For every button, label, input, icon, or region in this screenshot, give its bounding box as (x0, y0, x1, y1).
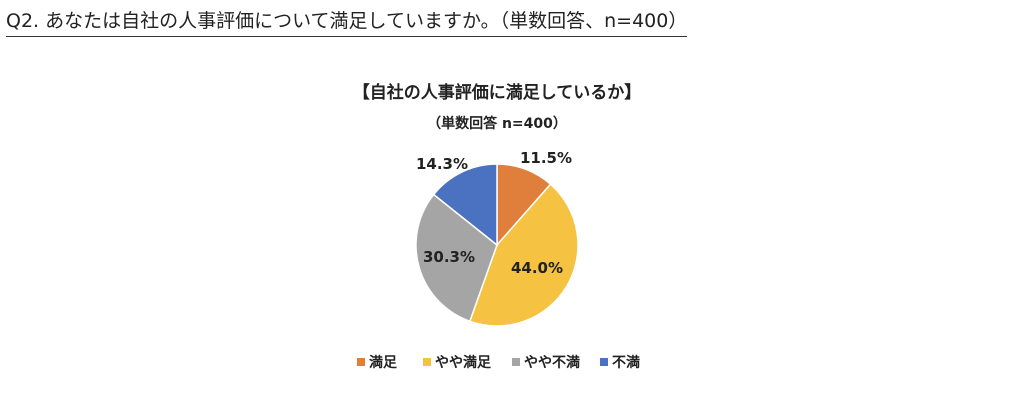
chart-subtitle: （単数回答 n=400） (427, 115, 567, 132)
pie-slice-2 (468, 183, 579, 327)
legend-swatch-1 (357, 358, 365, 366)
legend-label-2: やや満足 (435, 354, 492, 371)
legend-swatch-2 (423, 358, 431, 366)
pie-slices (415, 163, 579, 327)
data-label-3: 30.3% (423, 248, 475, 266)
data-label-4: 14.3% (416, 155, 468, 173)
legend-label-4: 不満 (612, 354, 640, 371)
question-heading: Q2. あなたは自社の人事評価について満足していますか。（単数回答、n=400） (6, 9, 688, 37)
data-label-2: 44.0% (511, 259, 563, 277)
pie-data-labels: 11.5% 44.0% 30.3% 14.3% (416, 149, 572, 277)
legend-swatch-4 (600, 358, 608, 366)
chart-legend: 満足 やや満足 やや不満 不満 (357, 354, 640, 371)
legend-swatch-3 (512, 358, 520, 366)
pie-slice-3 (415, 193, 498, 323)
data-label-1: 11.5% (520, 149, 572, 167)
legend-label-1: 満足 (369, 354, 398, 371)
chart-title: 【自社の人事評価に満足しているか】 (353, 82, 642, 103)
legend-label-3: やや不満 (524, 354, 580, 371)
pie-slice-4 (432, 163, 498, 247)
